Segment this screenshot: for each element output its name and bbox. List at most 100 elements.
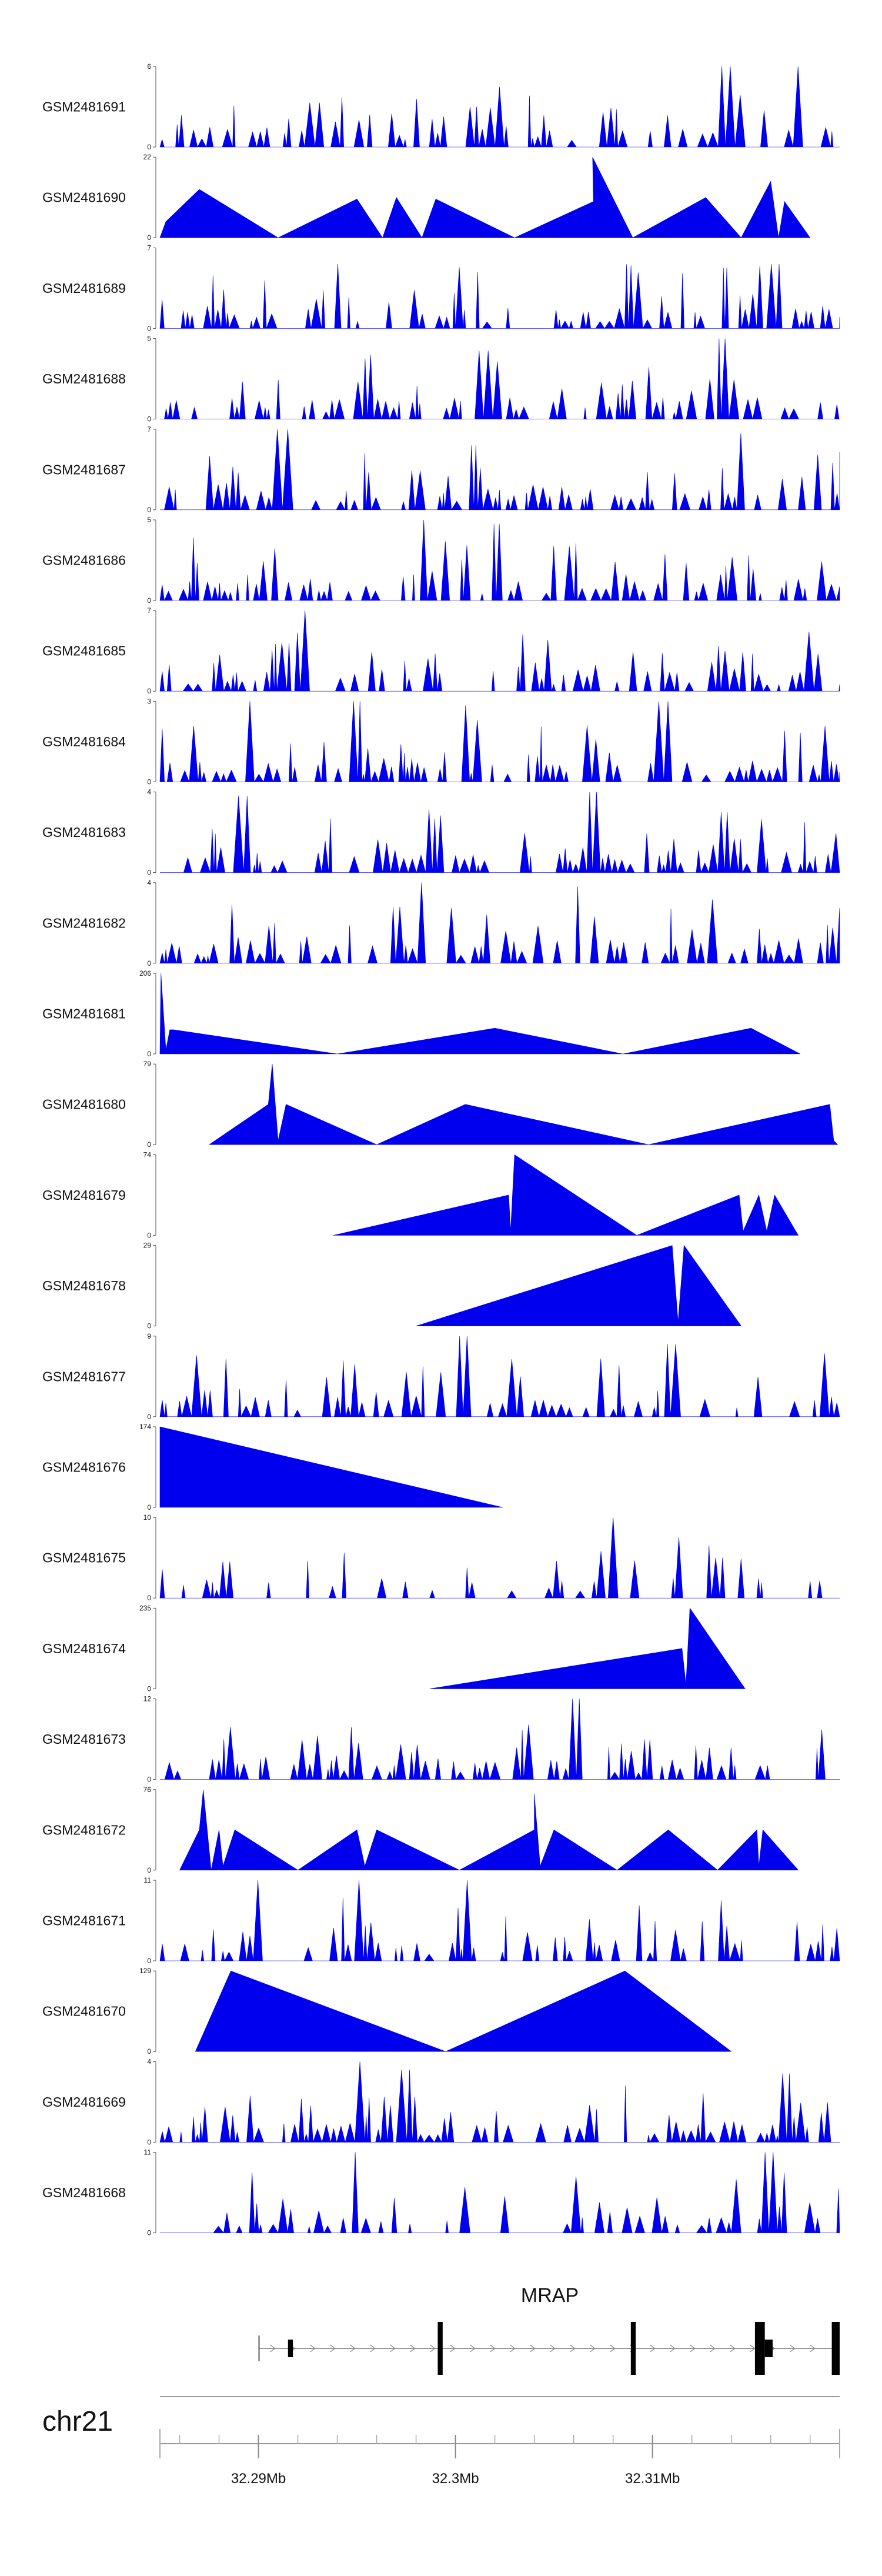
- y-axis-max-label: 76: [143, 1786, 152, 1794]
- y-axis-max-label: 6: [147, 62, 151, 71]
- track-label: GSM2481680: [42, 1097, 126, 1112]
- track-label: GSM2481681: [42, 1006, 126, 1022]
- exon-block-3: [437, 2322, 443, 2375]
- coverage-area: [159, 1880, 840, 1961]
- y-axis-max-label: 12: [143, 1695, 152, 1703]
- y-axis-min-label: 0: [147, 2047, 151, 2056]
- y-axis-min-label: 0: [147, 506, 151, 514]
- y-axis-min-label: 0: [147, 1050, 151, 1058]
- track-GSM2481668: GSM2481668 11 0: [42, 2148, 840, 2237]
- exon-block-2: [288, 2340, 293, 2357]
- axis-tick-label: 32.29Mb: [231, 2471, 286, 2487]
- track-GSM2481678: GSM2481678 29 0: [42, 1242, 742, 1330]
- strand-arrow-mark: [690, 2344, 696, 2353]
- track-label: GSM2481686: [42, 553, 126, 568]
- strand-arrow-mark: [390, 2344, 396, 2353]
- genome-axis-track: chr21 32.29Mb 32.3Mb 32.31Mb: [42, 2396, 840, 2487]
- y-axis-max-label: 5: [147, 335, 151, 343]
- track-GSM2481687: GSM2481687 7 0: [42, 425, 840, 514]
- y-axis-min-label: 0: [147, 1957, 151, 1965]
- track-label: GSM2481674: [42, 1641, 126, 1656]
- y-axis-max-label: 22: [143, 153, 152, 161]
- y-axis-min-label: 0: [147, 2138, 151, 2146]
- y-axis-max-label: 74: [143, 1150, 152, 1159]
- coverage-area: [160, 338, 840, 420]
- y-axis-min-label: 0: [147, 143, 151, 151]
- tracks-layer: GSM248169160GSM2481690220GSM248168970GSM…: [42, 62, 840, 2237]
- track-GSM2481680: GSM2481680 79 0: [42, 1060, 838, 1149]
- coverage-area: [159, 1517, 840, 1599]
- track-GSM2481673: GSM2481673 12 0: [42, 1695, 840, 1784]
- y-axis-min-label: 0: [147, 233, 151, 242]
- track-GSM2481685: GSM2481685 7 0: [42, 606, 840, 695]
- y-axis-max-label: 174: [139, 1423, 151, 1431]
- coverage-area: [159, 882, 840, 964]
- y-axis-min-label: 0: [147, 1776, 151, 1784]
- strand-arrow-mark: [650, 2344, 656, 2353]
- track-GSM2481691: GSM2481691 6 0: [42, 62, 840, 151]
- strand-arrow-mark: [450, 2344, 456, 2353]
- y-axis-min-label: 0: [147, 415, 151, 423]
- axis-tick-label: 32.3Mb: [432, 2471, 479, 2487]
- y-axis-max-label: 129: [139, 1967, 151, 1975]
- track-GSM2481682: GSM2481682 4 0: [42, 879, 840, 967]
- y-axis-max-label: 235: [139, 1604, 151, 1612]
- y-axis-max-label: 11: [144, 2148, 152, 2157]
- track-label: GSM2481682: [42, 915, 126, 930]
- y-axis-max-label: 9: [147, 1332, 151, 1340]
- y-axis-min-label: 0: [147, 1684, 151, 1693]
- track-GSM2481677: GSM2481677 9 0: [42, 1332, 840, 1421]
- coverage-area: [159, 973, 801, 1055]
- strand-arrow-mark: [510, 2344, 516, 2353]
- coverage-area: [160, 792, 840, 873]
- track-label: GSM2481676: [42, 1460, 126, 1475]
- coverage-area: [159, 1426, 503, 1508]
- track-label: GSM2481688: [42, 371, 126, 386]
- y-axis-min-label: 0: [147, 869, 151, 877]
- strand-arrow-mark: [710, 2344, 716, 2353]
- track-label: GSM2481690: [42, 190, 126, 205]
- track-label: GSM2481673: [42, 1731, 126, 1747]
- chromosome-label: chr21: [42, 2406, 113, 2437]
- coverage-area: [159, 2061, 840, 2143]
- strand-arrow-mark: [270, 2344, 276, 2353]
- track-label: GSM2481687: [42, 462, 126, 477]
- strand-arrow-mark: [350, 2344, 356, 2353]
- track-GSM2481689: GSM2481689 7 0: [42, 243, 840, 332]
- strand-arrow-mark: [610, 2344, 616, 2353]
- track-label: GSM2481683: [42, 825, 126, 840]
- track-label: GSM2481668: [42, 2185, 126, 2200]
- track-GSM2481674: GSM2481674 235 0: [42, 1604, 746, 1693]
- track-GSM2481669: GSM2481669 4 0: [42, 2057, 840, 2146]
- track-GSM2481671: GSM2481671 11 0: [42, 1876, 840, 1965]
- track-GSM2481670: GSM2481670 129 0: [42, 1967, 732, 2056]
- y-axis-min-label: 0: [147, 1594, 151, 1602]
- y-axis-min-label: 0: [147, 324, 151, 332]
- strand-arrow-mark: [670, 2344, 676, 2353]
- y-axis-min-label: 0: [147, 2229, 151, 2237]
- y-axis-max-label: 7: [147, 425, 151, 433]
- y-axis-max-label: 4: [147, 879, 151, 887]
- coverage-area: [179, 1789, 799, 1871]
- track-label: GSM2481671: [42, 1913, 126, 1928]
- y-axis-min-label: 0: [147, 778, 151, 786]
- strand-arrow-mark: [730, 2344, 736, 2353]
- gene-name-label: MRAP: [521, 2284, 579, 2307]
- strand-arrow-mark: [430, 2344, 436, 2353]
- exon-block-4: [630, 2322, 636, 2375]
- coverage-area: [195, 1970, 732, 2052]
- strand-arrow-mark: [790, 2344, 796, 2353]
- coverage-area: [159, 66, 840, 148]
- strand-arrow-mark: [310, 2344, 316, 2353]
- strand-arrow-mark: [570, 2344, 576, 2353]
- coverage-area: [160, 2152, 840, 2234]
- track-label: GSM2481684: [42, 734, 126, 749]
- track-GSM2481688: GSM2481688 5 0: [42, 335, 840, 423]
- exon-block-1: [258, 2335, 260, 2361]
- y-axis-max-label: 3: [147, 697, 151, 705]
- y-axis-min-label: 0: [147, 1413, 151, 1421]
- exon-block-7: [831, 2322, 840, 2375]
- coverage-area: [159, 263, 840, 329]
- y-axis-max-label: 7: [147, 243, 151, 252]
